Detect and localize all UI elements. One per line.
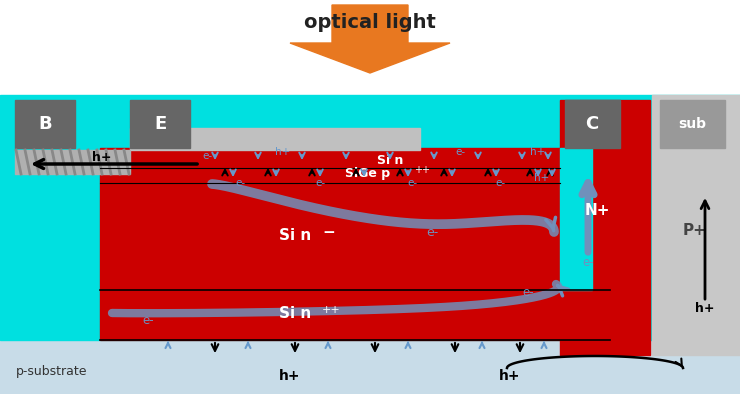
Text: E: E (154, 115, 166, 133)
Bar (652, 95, 740, 355)
Text: e-: e- (202, 151, 212, 161)
Text: Si n: Si n (279, 227, 311, 242)
Text: ++: ++ (414, 165, 430, 175)
Text: h+: h+ (275, 147, 291, 157)
Bar (130, 100, 190, 148)
Bar (565, 100, 620, 148)
Bar (0, 95, 740, 340)
Text: e-: e- (582, 255, 593, 268)
Bar (130, 128, 420, 150)
Text: e-: e- (407, 178, 417, 188)
Text: h+: h+ (696, 301, 715, 314)
Bar (660, 100, 725, 148)
Text: N+: N+ (585, 203, 610, 217)
Text: optical light: optical light (304, 13, 436, 32)
Bar (15, 150, 130, 174)
Bar (560, 148, 592, 290)
Text: p-substrate: p-substrate (16, 366, 88, 379)
Bar (0, 340, 740, 394)
Text: SiGe p: SiGe p (346, 167, 391, 180)
Text: e-: e- (235, 178, 245, 188)
Bar (100, 290, 610, 340)
Bar (15, 100, 75, 148)
Text: h+: h+ (279, 369, 300, 383)
Text: Si n: Si n (377, 154, 403, 167)
Bar (560, 100, 650, 355)
Text: h+: h+ (500, 369, 521, 383)
Text: e-: e- (522, 286, 534, 299)
Text: ++: ++ (322, 305, 340, 315)
Text: B: B (38, 115, 52, 133)
Text: e-: e- (495, 178, 505, 188)
Text: sub: sub (678, 117, 706, 131)
Text: h+: h+ (92, 151, 112, 164)
Text: −: − (322, 225, 334, 240)
Text: C: C (585, 115, 599, 133)
Polygon shape (290, 5, 450, 73)
Text: h+: h+ (531, 147, 545, 157)
Text: e-: e- (142, 314, 154, 327)
Text: e-: e- (426, 225, 438, 238)
Bar (100, 148, 560, 290)
Text: Si n: Si n (279, 305, 311, 320)
Text: e-: e- (315, 178, 325, 188)
Text: P+: P+ (683, 223, 707, 238)
Text: h+: h+ (534, 173, 550, 183)
Text: e-: e- (455, 147, 465, 157)
